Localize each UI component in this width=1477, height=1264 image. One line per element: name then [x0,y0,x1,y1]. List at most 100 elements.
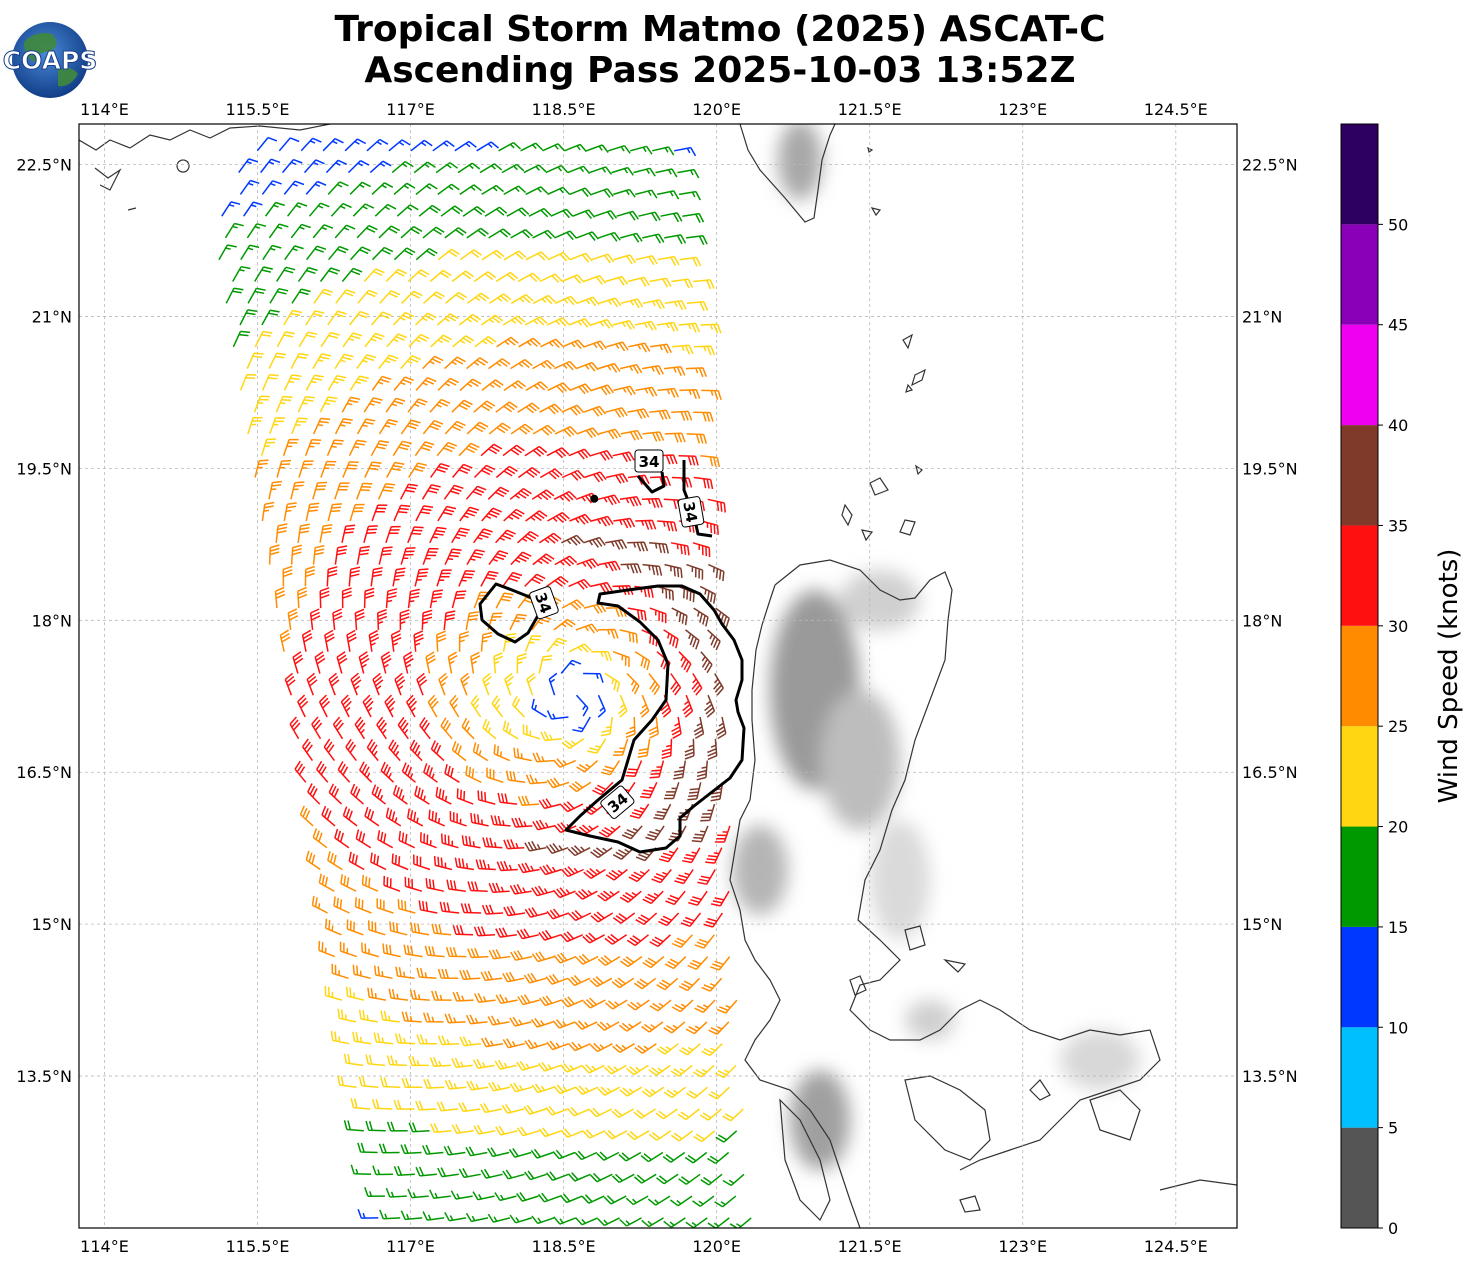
wind-barb [517,862,540,874]
wind-barb [639,694,650,718]
wind-barb [574,888,598,900]
wind-barb [613,385,636,396]
wind-barb [419,832,437,849]
wind-barb [307,783,321,805]
wind-barb [546,447,570,459]
wind-barb [408,333,430,348]
wind-barb [470,812,489,827]
wind-barb [284,672,296,696]
wind-barb [385,525,401,544]
wind-barb [538,929,562,941]
wind-barb [393,376,414,391]
wind-barb [641,365,664,376]
wind-barb [407,269,430,283]
wind-barb [503,250,527,261]
wind-barb [413,854,431,871]
wind-barb [687,956,709,970]
wind-barb [671,934,693,948]
wind-barb [319,267,341,282]
colorbar-bin [1341,926,1378,1028]
wind-barb [628,342,651,353]
wind-barb [460,903,482,914]
wind-barb [371,182,394,195]
wind-barb [678,190,701,201]
wind-barb [664,432,686,443]
wind-barb [341,267,363,282]
wind-barb [605,539,628,550]
wind-barb [686,300,709,312]
wind-barb [395,966,415,980]
wind-barb [583,803,606,816]
wind-barb [706,629,721,651]
wind-barb [597,362,621,373]
wind-barb [339,941,358,958]
wind-barb [603,1195,627,1205]
wind-barb [576,558,600,570]
wind-barb [423,1078,445,1089]
wind-barb [663,1086,687,1099]
wind-barb [598,231,621,242]
wind-barb [363,525,378,543]
wind-barb [686,433,708,444]
wind-barb [561,599,585,611]
wind-barb [598,825,621,838]
wind-barb [494,1192,517,1202]
wind-barb [594,209,618,220]
wind-barb [384,694,396,718]
wind-barb [530,1017,554,1028]
wind-barb [510,551,532,566]
wind-barb [539,864,562,876]
wind-barb [524,445,548,457]
wind-barb [429,398,451,413]
wind-barb [576,231,599,241]
wind-barb [546,1171,569,1182]
wind-barb [256,136,278,152]
wind-barb [642,956,665,969]
wind-barb [546,908,570,920]
wind-barb [450,1190,473,1200]
wind-barb [678,322,701,333]
wind-barb [437,183,460,196]
colorbar-bin [1341,525,1378,626]
wind-barb [590,318,614,329]
wind-barb [429,526,447,544]
wind-barb [306,672,318,696]
wind-barb [604,672,621,692]
wind-barb [532,294,556,305]
wind-barb [306,245,327,261]
wind-barb [671,999,694,1013]
wind-barb [553,360,577,371]
wind-barb [388,139,411,152]
wind-barb [583,672,604,683]
wind-barb [473,464,496,479]
wind-barb [431,923,452,936]
wind-barb [467,881,488,892]
colorbar-tick-label: 25 [1388,717,1408,736]
wind-barb [655,168,678,178]
wind-barb [670,1130,694,1142]
wind-barb [386,1121,408,1132]
wind-barb [641,497,663,508]
title-line-2: Ascending Pass 2025-10-03 13:52Z [364,50,1075,91]
wind-barb [553,490,577,502]
wind-barb [502,571,523,587]
wind-barb [554,230,578,241]
wind-barb [531,615,552,631]
wind-barb [569,252,593,263]
wind-barb [693,716,705,740]
wind-barb [393,1099,415,1110]
wind-barb [604,1130,628,1140]
wind-barb [465,765,482,783]
wind-barb [261,309,280,326]
wind-barb [671,476,693,488]
wind-barb [516,1060,539,1071]
wind-barb [482,718,497,740]
wind-barb [503,185,527,196]
wind-barb [482,837,503,849]
wind-barb [572,716,591,733]
wind-barb [714,1195,737,1208]
wind-barb [686,234,708,246]
wind-barb [660,212,683,223]
wind-barb [342,332,363,348]
